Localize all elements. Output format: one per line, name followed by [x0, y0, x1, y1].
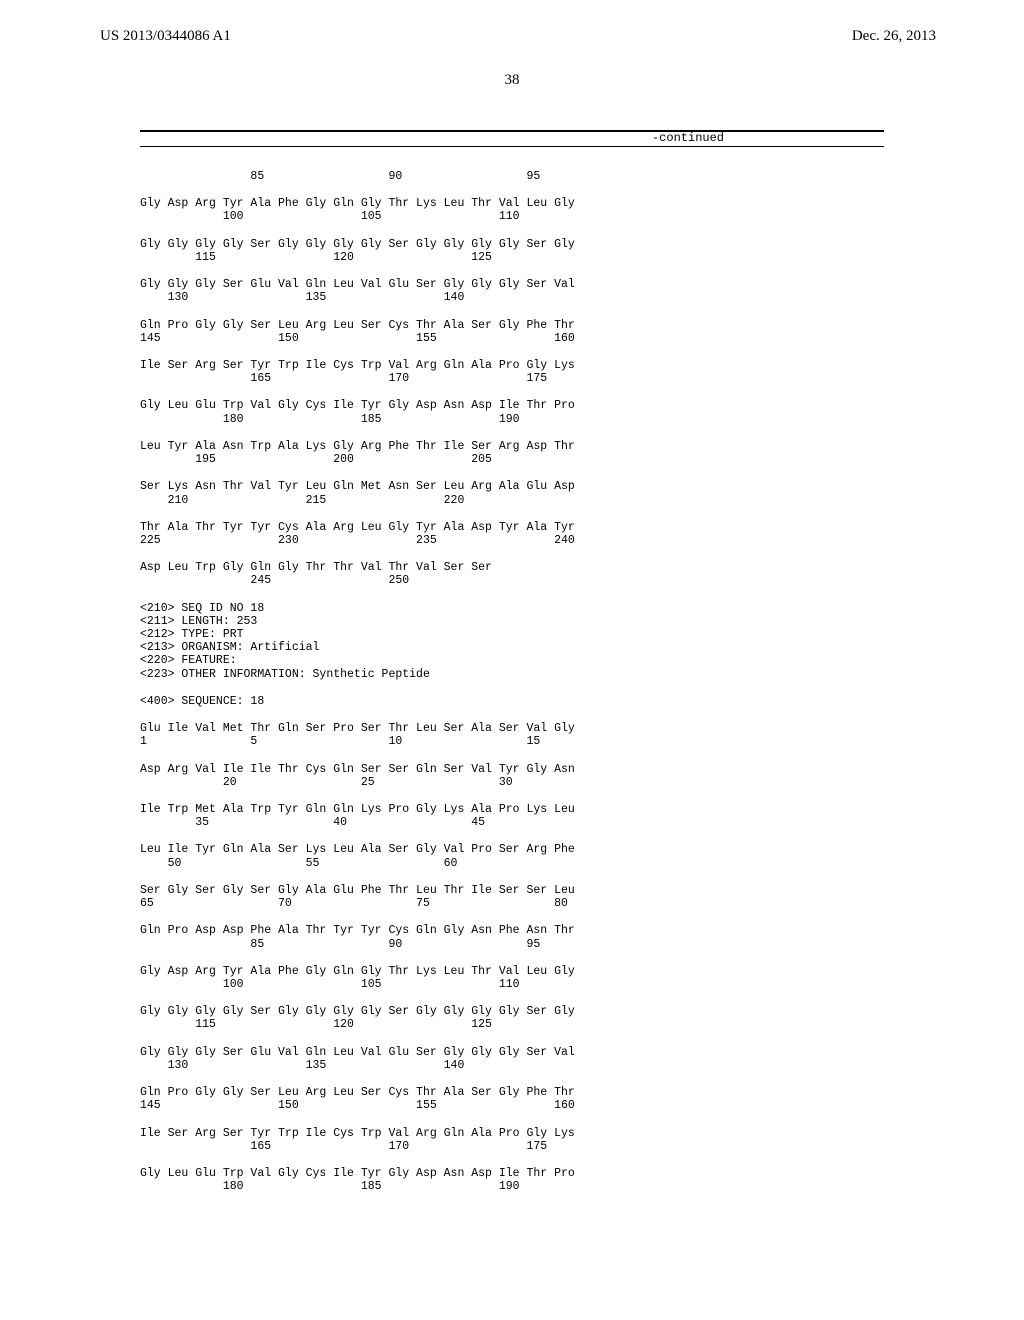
sequence-block: Gly Leu Glu Trp Val Gly Cys Ile Tyr Gly …: [140, 1167, 575, 1193]
publication-date: Dec. 26, 2013: [852, 28, 936, 45]
page-number: 38: [505, 72, 520, 89]
sequence-block: Leu Tyr Ala Asn Trp Ala Lys Gly Arg Phe …: [140, 440, 575, 466]
separator-line-bottom: [140, 146, 884, 147]
continued-separator: -continued: [140, 130, 884, 147]
page-header: US 2013/0344086 A1 Dec. 26, 2013: [0, 0, 1024, 60]
sequence-block: Asp Arg Val Ile Ile Thr Cys Gln Ser Ser …: [140, 763, 575, 789]
sequence-block: Gln Pro Gly Gly Ser Leu Arg Leu Ser Cys …: [140, 319, 575, 345]
sequence-block: Thr Ala Thr Tyr Tyr Cys Ala Arg Leu Gly …: [140, 521, 575, 547]
sequence-block: Glu Ile Val Met Thr Gln Ser Pro Ser Thr …: [140, 722, 575, 748]
sequence-block: Ile Ser Arg Ser Tyr Trp Ile Cys Trp Val …: [140, 1127, 575, 1153]
sequence-block: Ile Trp Met Ala Trp Tyr Gln Gln Lys Pro …: [140, 803, 575, 829]
continued-label: -continued: [140, 131, 884, 145]
sequence-block: Gly Leu Glu Trp Val Gly Cys Ile Tyr Gly …: [140, 399, 575, 425]
sequence-listing: 85 90 95 Gly Asp Arg Tyr Ala Phe Gly Gln …: [140, 170, 575, 1207]
sequence-block: <400> SEQUENCE: 18: [140, 695, 575, 708]
sequence-block: Gly Gly Gly Ser Glu Val Gln Leu Val Glu …: [140, 278, 575, 304]
publication-number: US 2013/0344086 A1: [100, 28, 231, 45]
sequence-block: Gly Gly Gly Gly Ser Gly Gly Gly Gly Ser …: [140, 1005, 575, 1031]
sequence-block: Gln Pro Asp Asp Phe Ala Thr Tyr Tyr Cys …: [140, 924, 575, 950]
sequence-block: Asp Leu Trp Gly Gln Gly Thr Thr Val Thr …: [140, 561, 575, 587]
sequence-block: Gly Gly Gly Ser Glu Val Gln Leu Val Glu …: [140, 1046, 575, 1072]
sequence-block: <210> SEQ ID NO 18 <211> LENGTH: 253 <21…: [140, 602, 575, 681]
sequence-block: Ile Ser Arg Ser Tyr Trp Ile Cys Trp Val …: [140, 359, 575, 385]
sequence-block: Gly Asp Arg Tyr Ala Phe Gly Gln Gly Thr …: [140, 965, 575, 991]
sequence-block: Leu Ile Tyr Gln Ala Ser Lys Leu Ala Ser …: [140, 843, 575, 869]
sequence-block: Ser Gly Ser Gly Ser Gly Ala Glu Phe Thr …: [140, 884, 575, 910]
sequence-block: Gln Pro Gly Gly Ser Leu Arg Leu Ser Cys …: [140, 1086, 575, 1112]
sequence-block: Gly Gly Gly Gly Ser Gly Gly Gly Gly Ser …: [140, 238, 575, 264]
sequence-block: Ser Lys Asn Thr Val Tyr Leu Gln Met Asn …: [140, 480, 575, 506]
sequence-block: Gly Asp Arg Tyr Ala Phe Gly Gln Gly Thr …: [140, 197, 575, 223]
sequence-block: 85 90 95: [140, 170, 575, 183]
